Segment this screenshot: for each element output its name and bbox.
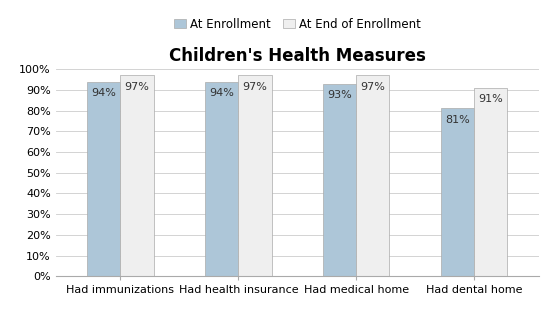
Bar — [324, 84, 356, 276]
Bar — [441, 108, 474, 276]
Bar — [87, 82, 121, 276]
Bar — [205, 82, 239, 276]
Text: 97%: 97% — [242, 82, 267, 91]
Text: 93%: 93% — [327, 90, 353, 100]
Text: 94%: 94% — [92, 88, 116, 98]
Title: Children's Health Measures: Children's Health Measures — [169, 47, 426, 65]
Text: 97%: 97% — [125, 82, 150, 91]
Text: 91%: 91% — [479, 94, 503, 104]
Text: 81%: 81% — [445, 115, 470, 125]
Text: 94%: 94% — [210, 88, 235, 98]
Bar — [356, 75, 390, 276]
Bar — [239, 75, 271, 276]
Legend: At Enrollment, At End of Enrollment: At Enrollment, At End of Enrollment — [169, 13, 426, 35]
Text: 97%: 97% — [360, 82, 385, 91]
Bar — [121, 75, 153, 276]
Bar — [474, 88, 508, 276]
